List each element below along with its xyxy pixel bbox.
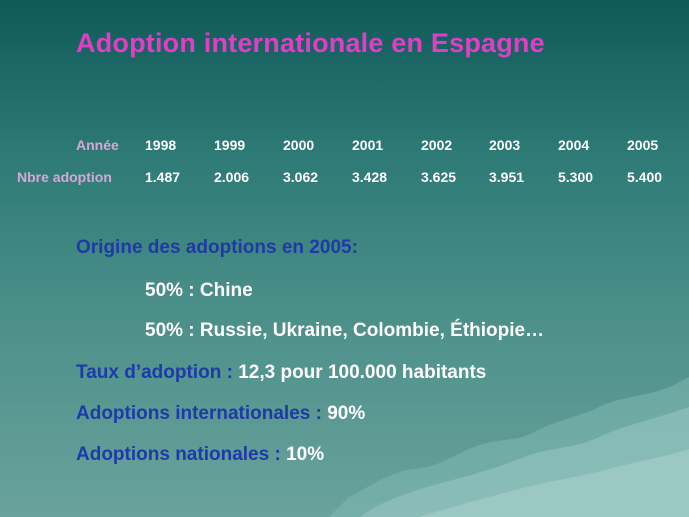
origin-heading: Origine des adoptions en 2005: [76,237,358,258]
count-cell: 5.400 [627,169,663,185]
national-adoptions-value: 10% [286,444,325,465]
year-cell: 2002 [421,137,453,153]
adoption-rate-value: 12,3 pour 100.000 habitants [238,362,487,383]
year-cell: 2005 [627,137,659,153]
count-cell: 3.625 [421,169,457,185]
count-cell: 2.006 [214,169,250,185]
count-cell: 3.428 [352,169,388,185]
year-label: Année [76,137,119,153]
count-cell: 1.487 [145,169,181,185]
adoption-rate-line: Taux d’adoption : 12,3 pour 100.000 habi… [76,362,486,384]
table-row-years: Année 1998 1999 2000 2001 2002 2003 2004… [0,137,689,169]
decorative-waves [329,377,689,517]
count-label: Nbre adoption [17,169,112,185]
origin-item: 50% : Chine [145,280,253,301]
year-cell: 1998 [145,137,177,153]
year-cell: 2003 [489,137,521,153]
count-cell: 5.300 [558,169,594,185]
international-adoptions-value: 90% [327,403,366,424]
page-title: Adoption internationale en Espagne [76,28,545,58]
year-cell: 2000 [283,137,315,153]
count-cell: 3.951 [489,169,525,185]
year-cell: 2001 [352,137,384,153]
year-cell: 2004 [558,137,590,153]
international-adoptions-label: Adoptions internationales : [76,403,322,424]
adoption-rate-label: Taux d’adoption : [76,362,233,383]
year-cell: 1999 [214,137,246,153]
adoption-table: Année 1998 1999 2000 2001 2002 2003 2004… [0,137,689,201]
table-row-counts: Nbre adoption 1.487 2.006 3.062 3.428 3.… [0,169,689,201]
national-adoptions-label: Adoptions nationales : [76,444,281,465]
origin-item: 50% : Russie, Ukraine, Colombie, Éthiopi… [145,320,545,341]
count-cell: 3.062 [283,169,319,185]
international-adoptions-line: Adoptions internationales : 90% [76,403,365,425]
national-adoptions-line: Adoptions nationales : 10% [76,444,324,466]
